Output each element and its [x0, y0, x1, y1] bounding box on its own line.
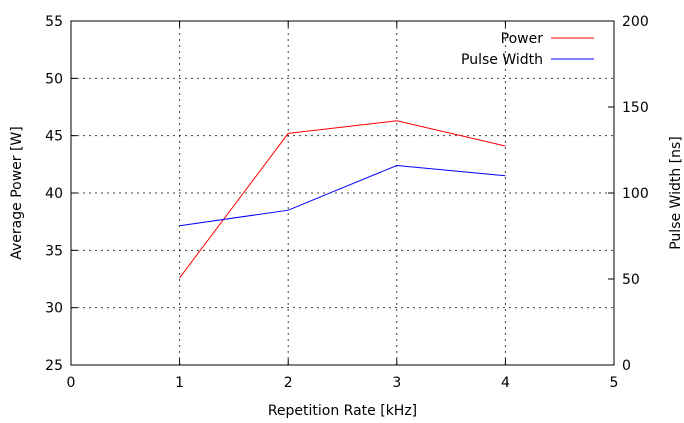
y2-tick-label: 100 — [622, 186, 649, 202]
x-tick-label: 3 — [392, 375, 401, 391]
y-tick-label: 50 — [45, 71, 63, 87]
y-tick-label: 40 — [45, 186, 63, 202]
series-line-power — [179, 120, 506, 279]
y-tick-label: 45 — [45, 129, 63, 145]
y2-tick-label: 50 — [622, 272, 640, 288]
legend: Power Pulse Width — [461, 31, 594, 68]
y2-tick-label: 0 — [622, 358, 631, 374]
series-layer — [179, 120, 506, 279]
y-axis-label: Average Power [W] — [9, 126, 25, 260]
grid — [71, 21, 614, 365]
y-tick-label: 55 — [45, 14, 63, 30]
legend-label-power: Power — [501, 31, 544, 47]
y2-tick-label: 200 — [622, 14, 649, 30]
y-tick-label: 25 — [45, 358, 63, 374]
x-tick-label: 2 — [284, 375, 293, 391]
x-axis-label: Repetition Rate [kHz] — [268, 403, 417, 419]
x-tick-label: 4 — [501, 375, 510, 391]
y-tick-label: 30 — [45, 301, 63, 317]
x-tick-label: 0 — [67, 375, 76, 391]
y-tick-label: 35 — [45, 243, 63, 259]
y2-tick-label: 150 — [622, 100, 649, 116]
series-line-pulse-width — [179, 164, 506, 227]
legend-label-pulse-width: Pulse Width — [461, 52, 543, 68]
y2-axis-label: Pulse Width [ns] — [668, 136, 684, 250]
x-tick-label: 1 — [175, 375, 184, 391]
x-tick-label: 5 — [610, 375, 619, 391]
